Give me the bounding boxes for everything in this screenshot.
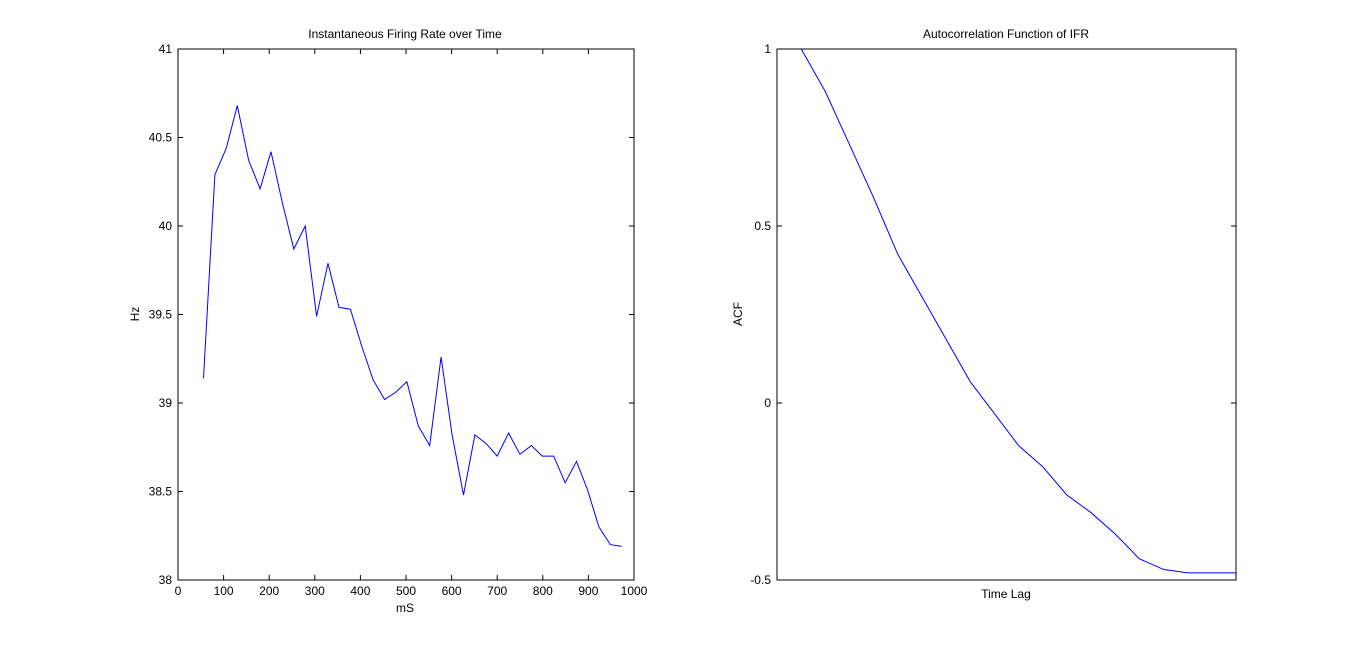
acf-y-tick-label: 1 bbox=[764, 42, 771, 56]
firing-rate-y-ticks: 38 38.5 39 39.5 40 40.5 41 bbox=[149, 42, 634, 587]
firing-rate-x-axis-label: mS bbox=[396, 601, 414, 615]
firing-rate-x-tick-label: 500 bbox=[396, 584, 416, 598]
acf-plot: Autocorrelation Function of IFR -0.5 0 0.5… bbox=[731, 27, 1237, 601]
firing-rate-x-tick-label: 0 bbox=[175, 584, 182, 598]
firing-rate-x-tick-label: 800 bbox=[533, 584, 553, 598]
firing-rate-x-tick-label: 1000 bbox=[621, 584, 648, 598]
firing-rate-y-tick-label: 38 bbox=[159, 573, 173, 587]
firing-rate-x-tick-label: 200 bbox=[259, 584, 279, 598]
firing-rate-plot: Instantaneous Firing Rate over Time 0 100… bbox=[128, 27, 648, 615]
acf-y-tick-label: 0.5 bbox=[754, 219, 771, 233]
acf-title: Autocorrelation Function of IFR bbox=[923, 27, 1089, 41]
acf-y-tick-label: -0.5 bbox=[750, 573, 771, 587]
firing-rate-y-tick-label: 39.5 bbox=[149, 308, 173, 322]
firing-rate-axes-box bbox=[177, 48, 635, 581]
firing-rate-y-tick-label: 38.5 bbox=[149, 485, 173, 499]
firing-rate-series-line bbox=[203, 105, 622, 547]
firing-rate-y-tick-label: 40.5 bbox=[149, 131, 173, 145]
firing-rate-x-tick-label: 300 bbox=[305, 584, 325, 598]
firing-rate-title: Instantaneous Firing Rate over Time bbox=[308, 27, 502, 41]
acf-y-tick-label: 0 bbox=[764, 396, 771, 410]
firing-rate-x-ticks: 0 100 200 300 400 500 600 700 800 900 1000 bbox=[175, 49, 648, 598]
acf-series-line bbox=[800, 48, 1236, 574]
acf-y-axis-label: ACF bbox=[731, 302, 745, 326]
firing-rate-y-tick-label: 40 bbox=[159, 219, 173, 233]
firing-rate-x-tick-label: 700 bbox=[487, 584, 507, 598]
firing-rate-x-tick-label: 600 bbox=[442, 584, 462, 598]
acf-axes-box bbox=[776, 48, 1237, 581]
firing-rate-y-tick-label: 41 bbox=[159, 42, 173, 56]
acf-x-axis-label: Time Lag bbox=[981, 587, 1031, 601]
acf-y-ticks: -0.5 0 0.5 1 bbox=[750, 42, 1236, 587]
firing-rate-x-tick-label: 400 bbox=[350, 584, 370, 598]
firing-rate-y-tick-label: 39 bbox=[159, 396, 173, 410]
firing-rate-y-axis-label: Hz bbox=[128, 307, 142, 322]
firing-rate-x-tick-label: 900 bbox=[578, 584, 598, 598]
firing-rate-x-tick-label: 100 bbox=[214, 584, 234, 598]
